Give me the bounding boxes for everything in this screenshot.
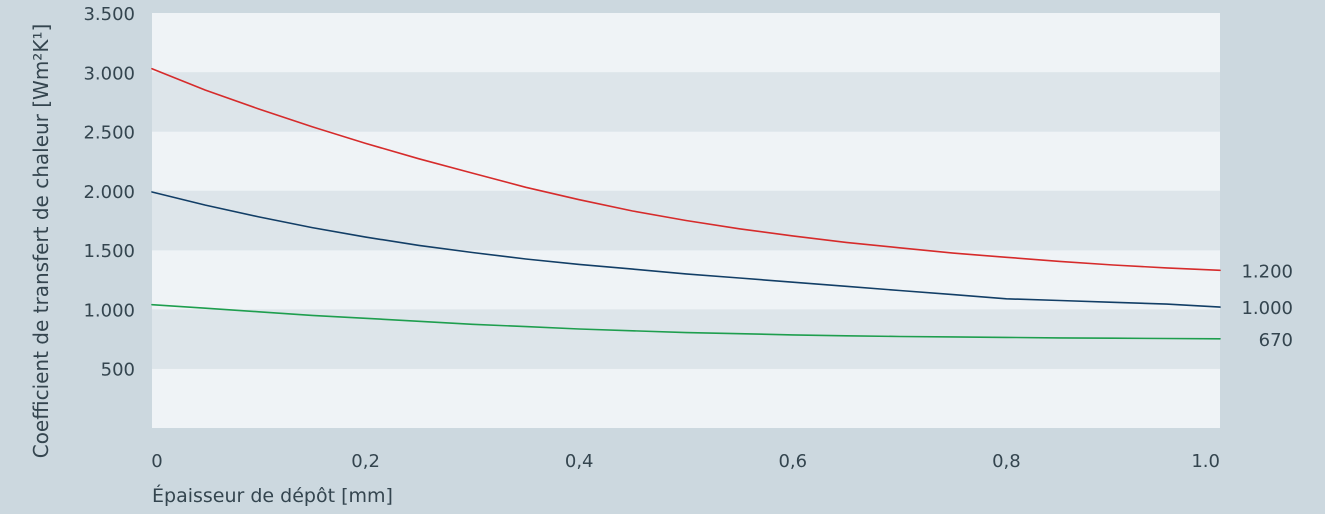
y-axis-tick-labels: 500 1.000 1.500 2.000 2.500 3.000 3.500 [83,4,135,381]
plot-background [152,13,1220,428]
y-tick-label: 1.000 [83,300,135,321]
series-end-labels: 1.200 1.000 670 [1241,261,1293,351]
y-tick-label: 2.000 [83,182,135,203]
series-lines [151,67,1221,340]
series-line-2 [151,191,1221,308]
x-tick-label: 0 [151,451,162,472]
y-tick-label: 3.500 [83,4,135,25]
x-tick-label: 0,2 [351,451,380,472]
grid-band-light [152,13,1220,73]
y-tick-label: 2.500 [83,123,135,144]
x-axis-tick-labels: 0 0,2 0,4 0,6 0,8 1.0 [151,451,1220,472]
series-end-label: 1.000 [1241,298,1293,319]
grid-band-dark [152,72,1220,132]
x-tick-label: 0,4 [565,451,594,472]
x-tick-label: 0,6 [778,451,807,472]
x-axis-label: Épaisseur de dépôt [mm] [152,484,393,507]
y-tick-label: 1.500 [83,241,135,262]
grid-band-light [152,368,1220,428]
grid-band-dark [152,309,1220,369]
x-tick-label: 1.0 [1191,451,1220,472]
series-end-label: 670 [1259,330,1293,351]
series-line-3 [151,303,1221,340]
y-tick-label: 500 [101,360,135,381]
y-axis-label: Coefficient de transfert de chaleur [Wm²… [29,24,53,459]
series-line-1 [151,67,1221,272]
grid-band-light [152,131,1220,191]
y-tick-label: 3.000 [83,63,135,84]
x-tick-label: 0,8 [992,451,1021,472]
series-end-label: 1.200 [1241,261,1293,282]
